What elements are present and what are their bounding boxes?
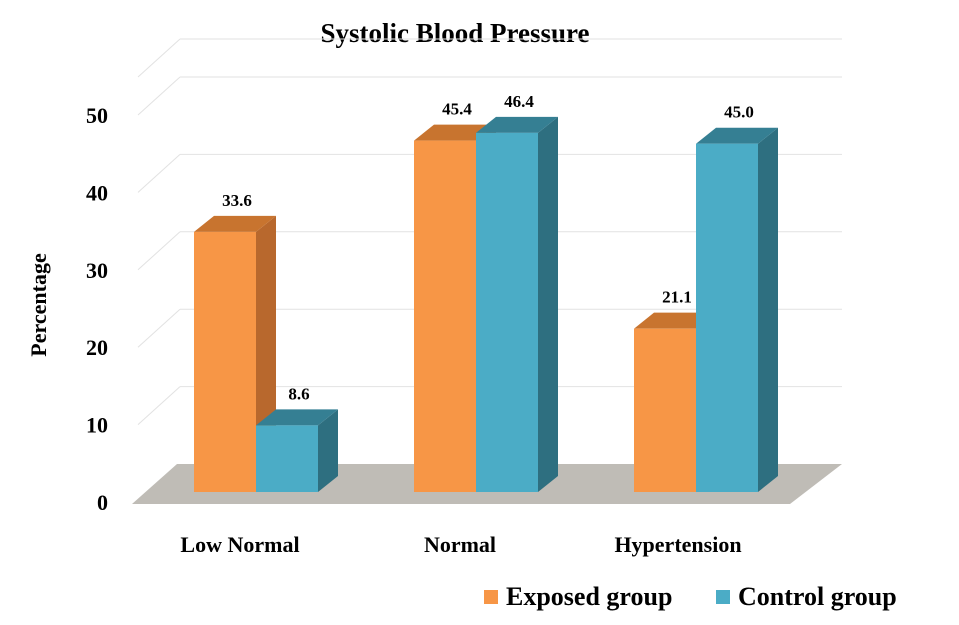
- bar-front: [194, 231, 256, 492]
- bar: [476, 116, 558, 492]
- data-label: 45.4: [442, 100, 472, 119]
- bar-top: [256, 409, 338, 426]
- legend-swatch: [716, 590, 730, 604]
- legend-label: Control group: [738, 582, 897, 611]
- gridline-side: [137, 76, 181, 116]
- legend-label: Exposed group: [506, 582, 672, 611]
- data-label: 46.4: [504, 92, 534, 111]
- bar-top: [696, 127, 778, 144]
- bars: [194, 116, 778, 492]
- data-label: 33.6: [222, 191, 252, 210]
- x-category-label: Hypertension: [614, 532, 741, 557]
- bar-side: [758, 127, 778, 492]
- y-tick-label: 0: [97, 490, 108, 515]
- bar-top: [414, 124, 496, 141]
- chart-title: Systolic Blood Pressure: [320, 18, 589, 48]
- bar-side: [538, 116, 558, 492]
- legend-item: Control group: [716, 582, 897, 611]
- data-label: 45.0: [724, 103, 754, 122]
- x-axis-categories: Low Normal Normal Hypertension: [180, 532, 741, 557]
- bar-front: [414, 140, 476, 492]
- data-labels: 33.6 8.6 45.4 46.4 21.1 45.0: [222, 92, 754, 404]
- gridline-side: [137, 308, 181, 348]
- legend-item: Exposed group: [484, 582, 672, 611]
- y-tick-label: 30: [86, 258, 108, 283]
- y-tick-label: 10: [86, 413, 108, 438]
- bar-side: [318, 409, 338, 492]
- y-tick-label: 20: [86, 335, 108, 360]
- bar-front: [476, 132, 538, 492]
- bar: [696, 127, 778, 492]
- y-axis-ticks: 0 10 20 30 40 50: [86, 103, 108, 515]
- x-category-label: Normal: [424, 532, 496, 557]
- bar-front: [256, 425, 318, 492]
- y-axis-label: Percentage: [26, 253, 51, 357]
- bar-top: [194, 215, 276, 232]
- y-tick-label: 40: [86, 180, 108, 205]
- gridline-side: [137, 231, 181, 271]
- legend-swatch: [484, 590, 498, 604]
- gridline-side: [137, 386, 181, 425]
- bar-front: [634, 328, 696, 492]
- bar-top: [476, 116, 558, 133]
- data-label: 21.1: [662, 288, 692, 307]
- y-tick-label: 50: [86, 103, 108, 128]
- gridline-side: [137, 38, 181, 78]
- bar-front: [696, 143, 758, 492]
- gridline-side: [137, 154, 181, 193]
- data-label: 8.6: [288, 384, 309, 403]
- bar: [256, 409, 338, 492]
- bar-top: [634, 312, 716, 329]
- x-category-label: Low Normal: [180, 532, 299, 557]
- legend: Exposed group Control group: [484, 582, 897, 611]
